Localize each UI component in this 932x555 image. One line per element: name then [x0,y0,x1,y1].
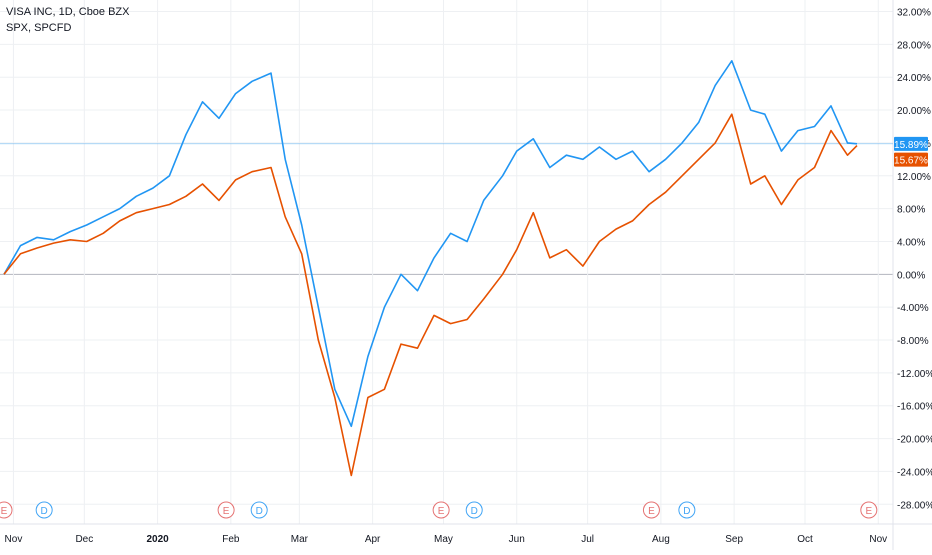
y-tick-label: -24.00% [897,467,932,478]
event-marker-label: D [256,506,263,517]
earnings-marker[interactable] [432,501,450,519]
earnings-marker[interactable] [860,501,878,519]
y-tick-label: 8.00% [897,205,925,216]
dividend-marker[interactable] [678,501,696,519]
series-line-spx [3,113,858,477]
y-tick-label: 24.00% [897,73,931,84]
y-tick-label: -20.00% [897,435,932,446]
x-tick-label: Dec [75,534,93,545]
price-axis[interactable]: 32.00%28.00%24.00%20.00%16.00%12.00%8.00… [894,7,932,511]
last-value-label: 15.67% [894,156,928,167]
y-tick-label: -28.00% [897,500,932,511]
x-tick-label: Oct [797,534,813,545]
earnings-marker[interactable] [642,501,660,519]
y-tick-label: -4.00% [897,303,929,314]
x-tick-label: Feb [222,534,240,545]
event-marker-label: E [223,506,230,517]
earnings-marker[interactable] [217,501,235,519]
dividend-marker[interactable] [465,501,483,519]
time-axis[interactable]: Nov Dec 2020 Feb Mar Apr May Jun Jul Aug Sep Oct Nov [5,534,888,545]
event-marker-label: D [41,506,48,517]
compare-symbol-legend[interactable]: SPX, SPCFD [6,22,72,34]
x-tick-label: May [434,534,453,545]
event-marker-label: E [865,506,872,517]
y-tick-label: -8.00% [897,336,929,347]
y-tick-label: 32.00% [897,7,931,18]
series-line-visa-inc [3,60,858,428]
x-tick-label: Sep [725,534,743,545]
x-tick-label: Apr [365,534,381,545]
last-value-tag [894,136,928,151]
event-marker-label: D [471,506,478,517]
series-lines [3,60,858,477]
x-tick-label: Aug [652,534,670,545]
y-tick-label: -12.00% [897,369,932,380]
x-tick-label: Jun [509,534,525,545]
chart-legend: VISA INC, 1D, Cboe BZX SPX, SPCFD [6,4,130,36]
x-tick-label: Mar [291,534,309,545]
event-marker-label: E [438,506,445,517]
event-marker-label: D [683,506,690,517]
x-tick-label: Nov [5,534,23,545]
dividend-marker[interactable] [35,501,53,519]
x-tick-label: Nov [869,534,887,545]
y-tick-label: 20.00% [897,106,931,117]
last-value-tag [894,152,928,167]
y-tick-label: 4.00% [897,237,925,248]
event-marker-label: E [1,506,8,517]
x-tick-label: Jul [581,534,594,545]
event-marker-label: E [648,506,655,517]
y-tick-label: -16.00% [897,402,932,413]
last-value-label: 15.89% [894,140,928,151]
main-symbol-legend[interactable]: VISA INC, 1D, Cboe BZX [6,6,130,18]
y-tick-label: 0.00% [897,270,925,281]
y-tick-label: 28.00% [897,40,931,51]
y-tick-label: 12.00% [897,172,931,183]
dividend-marker[interactable] [250,501,268,519]
earnings-marker[interactable] [0,501,13,519]
x-tick-label: 2020 [146,534,169,545]
